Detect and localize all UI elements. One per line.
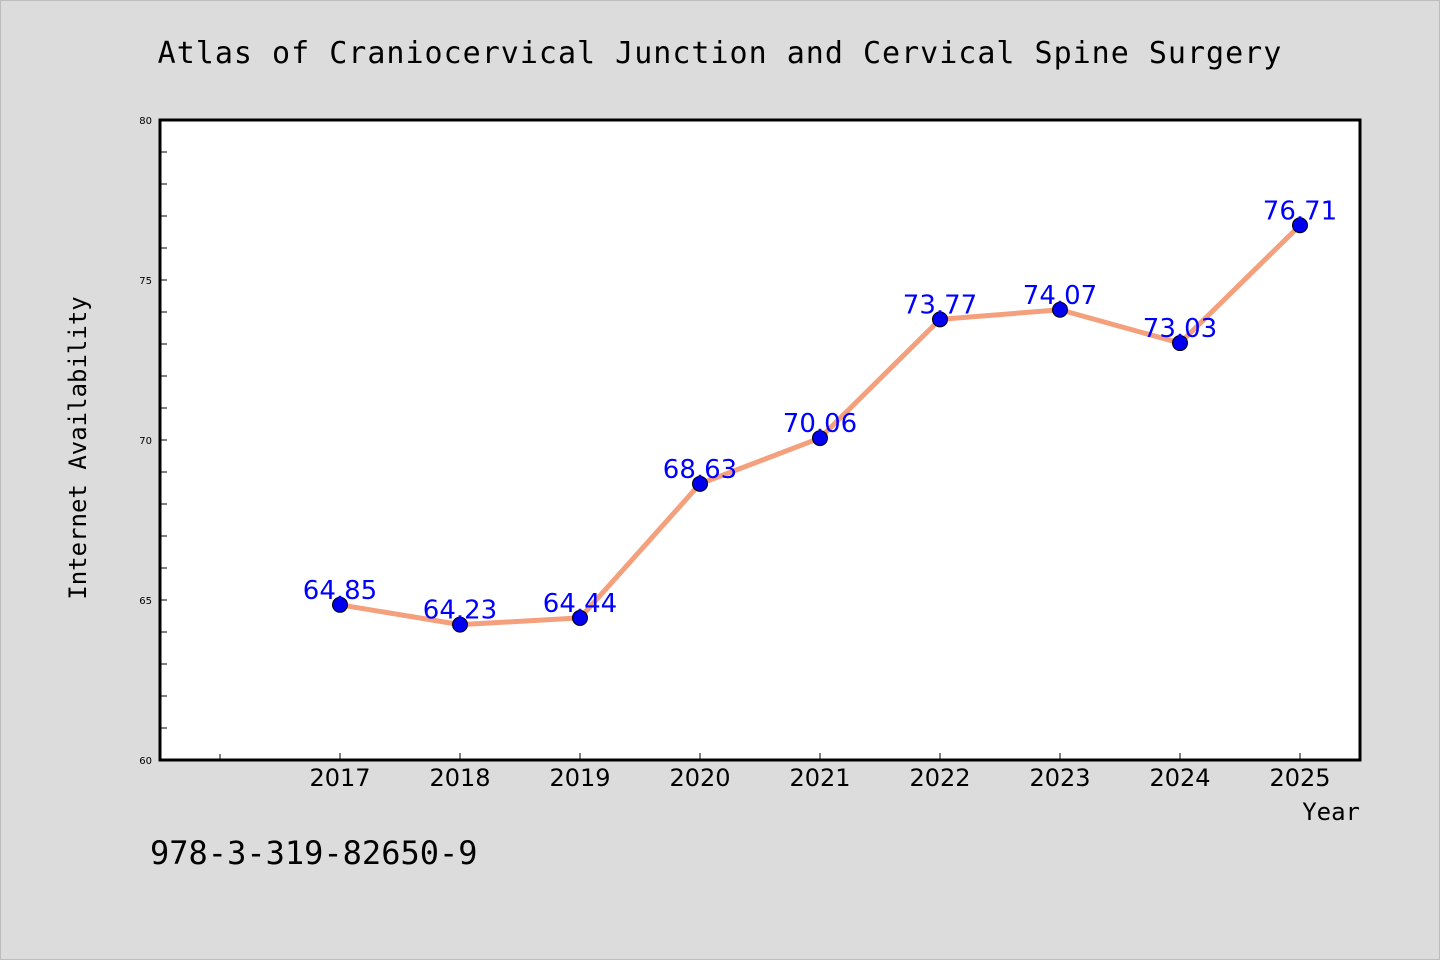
y-tick-label: 70 [139, 436, 152, 447]
data-label: 73.77 [903, 290, 977, 320]
x-tick-label: 2020 [669, 764, 730, 792]
x-tick-label: 2019 [549, 764, 610, 792]
data-point [1052, 301, 1068, 318]
y-tick-label: 60 [139, 756, 152, 767]
data-label: 64.85 [303, 576, 377, 606]
data-label: 73.03 [1143, 314, 1217, 344]
x-tick-label: 2023 [1029, 764, 1090, 792]
data-label: 64.23 [423, 596, 497, 626]
plot-area [158, 118, 1362, 762]
data-point [572, 609, 588, 626]
data-label: 68.63 [663, 455, 737, 485]
data-point [1292, 217, 1308, 234]
data-labels: 64.85 64.23 64.44 68.63 70.06 73.77 74.07 73.03… [303, 196, 1337, 625]
data-label: 64.44 [543, 589, 617, 619]
x-tick-label: 2017 [309, 764, 370, 792]
data-label: 76.71 [1263, 196, 1337, 226]
data-point [692, 475, 708, 492]
data-point [932, 311, 948, 328]
y-tick-label: 80 [139, 116, 152, 127]
x-axis: 2017 2018 2019 2020 2021 2022 2023 2024 2025 [219, 753, 1331, 792]
x-tick-label: 2024 [1149, 764, 1210, 792]
y-tick-label: 65 [139, 596, 152, 607]
series-group [332, 217, 1308, 633]
data-label: 74.07 [1023, 281, 1097, 311]
data-point [332, 596, 348, 613]
x-axis-label: Year [1302, 798, 1360, 826]
data-label: 70.06 [783, 409, 857, 439]
data-point [1172, 335, 1188, 352]
data-point [452, 616, 468, 633]
x-tick-label: 2025 [1269, 764, 1330, 792]
chart-title: Atlas of Craniocervical Junction and Cer… [158, 36, 1283, 71]
y-axis-label: Internet Availability [64, 296, 92, 599]
y-axis: 60 65 70 75 80 [139, 116, 167, 767]
data-point [812, 430, 828, 447]
x-tick-label: 2018 [429, 764, 490, 792]
isbn-text: 978-3-319-82650-9 [150, 834, 478, 872]
y-tick-label: 75 [139, 276, 152, 287]
x-tick-label: 2021 [789, 764, 850, 792]
x-tick-label: 2022 [909, 764, 970, 792]
